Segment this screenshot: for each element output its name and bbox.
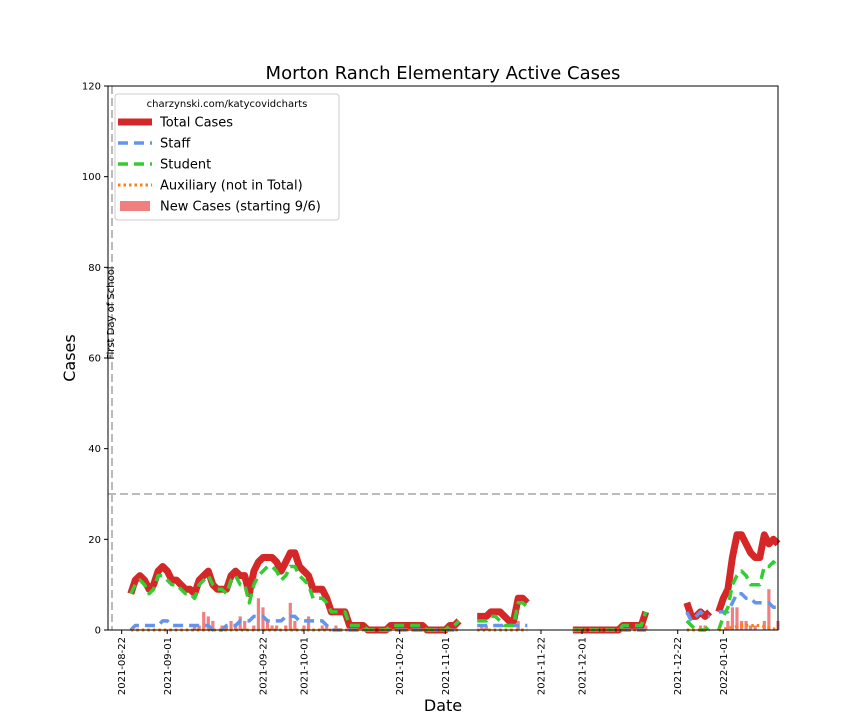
total-cases-line [127, 531, 781, 634]
new-cases-bar [484, 625, 488, 630]
y-tick-label: 120 [82, 82, 101, 93]
first-day-of-school-label: First Day of School [106, 266, 117, 359]
x-tick-label: 2021-12-22 [673, 637, 684, 695]
y-axis: 0 20 40 60 80 100 120 [82, 82, 108, 637]
plot-area [107, 85, 781, 634]
y-tick-label: 20 [88, 535, 101, 546]
new-cases-bar [334, 625, 338, 630]
student-line [129, 560, 780, 632]
y-axis-title: Cases [60, 334, 79, 382]
auxiliary-not-in-total-legend-label: Auxiliary (not in Total) [160, 179, 303, 194]
legend-title: charzynski.com/katycovidcharts [147, 99, 308, 110]
new-cases-bar [275, 625, 279, 630]
new-cases-bar [644, 625, 648, 630]
legend-box [114, 93, 340, 221]
new-cases-bar [302, 625, 306, 630]
chart-title: Morton Ranch Elementary Active Cases [266, 63, 621, 84]
new-cases-bar [293, 620, 297, 630]
y-tick-label: 80 [88, 263, 101, 274]
x-tick-label: 2021-10-22 [395, 637, 406, 695]
new-cases-bar [730, 607, 735, 630]
new-cases-bar [735, 607, 739, 630]
x-tick-label: 2021-11-01 [441, 637, 452, 695]
new-cases-bar [749, 625, 753, 630]
new-cases-bar [211, 620, 215, 630]
x-tick-label: 2021-08-22 [117, 637, 128, 695]
staff-legend-label: Staff [160, 137, 191, 152]
new-cases-bar [243, 620, 247, 630]
x-axis: 2021-08-22 2021-09-01 2021-09-22 2021-10-01… [117, 630, 730, 695]
x-tick-label: 2022-01-01 [719, 637, 730, 695]
x-tick-label: 2021-10-01 [299, 637, 310, 695]
new-cases-bar [480, 625, 484, 630]
y-tick-label: 40 [88, 444, 101, 455]
new-cases-bar [726, 620, 730, 630]
x-tick-label: 2021-12-01 [578, 637, 589, 695]
new-cases-bar [698, 625, 703, 630]
new-cases-bar [193, 625, 197, 630]
new-cases-bar [284, 625, 288, 630]
new-cases-bar [306, 616, 311, 630]
new-cases-bar [197, 625, 201, 630]
new-cases-bar [256, 598, 261, 630]
y-tick-label: 60 [88, 354, 101, 365]
new-cases-starting-9-6-legend-label: New Cases (starting 9/6) [160, 200, 321, 215]
new-cases-bar [229, 620, 233, 630]
total-cases-legend-label: Total Cases [159, 116, 233, 131]
new-cases-bar [270, 625, 274, 630]
x-tick-label: 2021-09-22 [258, 637, 269, 695]
legend: charzynski.com/katycovidcharts Total Cas… [114, 93, 340, 221]
new-cases-bar [767, 589, 771, 630]
new-cases-bar [202, 611, 206, 630]
y-tick-label: 0 [95, 626, 101, 637]
new-cases-bar [252, 625, 256, 630]
x-axis-title: Date [424, 696, 462, 715]
new-cases-bar [265, 620, 270, 630]
student-legend-label: Student [160, 158, 211, 173]
y-tick-label: 100 [82, 172, 101, 183]
x-tick-label: 2021-11-22 [536, 637, 547, 695]
new-cases-bar [325, 625, 329, 630]
new-cases-bar [234, 625, 238, 630]
new-cases-bar [206, 616, 210, 630]
new-cases-starting-9-6-legend-swatch [120, 201, 150, 211]
new-cases-bar [753, 625, 757, 630]
new-cases-bar [320, 625, 324, 630]
x-tick-label: 2021-09-01 [163, 637, 174, 695]
